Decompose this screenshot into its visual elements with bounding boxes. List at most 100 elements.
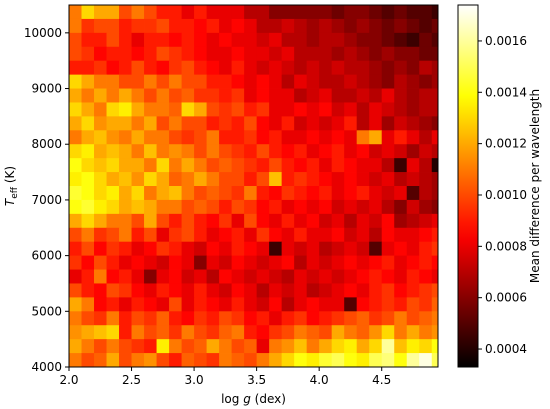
heatmap-cell <box>194 339 207 354</box>
heatmap-cell <box>81 339 95 354</box>
heatmap-cell <box>281 74 295 89</box>
heatmap-cell <box>281 88 295 103</box>
y-axis-label: Teff (K) <box>3 166 20 206</box>
heatmap-cell <box>94 283 107 298</box>
heatmap-cell <box>381 88 395 103</box>
heatmap-cell <box>431 325 439 340</box>
x-tick-label: 2.0 <box>59 373 78 387</box>
heatmap-cell <box>231 46 245 62</box>
heatmap-cell <box>194 269 207 284</box>
heatmap-cell <box>106 186 120 201</box>
heatmap-cell <box>181 283 195 298</box>
heatmap-cell <box>306 32 320 48</box>
heatmap-cell <box>194 5 207 20</box>
heatmap-cell <box>319 32 333 48</box>
heatmap-cell <box>194 255 207 270</box>
heatmap-cell <box>394 186 408 201</box>
heatmap-cell <box>369 283 383 298</box>
heatmap-cell <box>394 74 408 89</box>
heatmap-cell <box>131 297 145 312</box>
heatmap-cell <box>144 5 157 20</box>
heatmap-cell <box>331 297 345 312</box>
heatmap-cell <box>131 88 145 103</box>
heatmap-cell <box>381 241 395 257</box>
heatmap-cell <box>181 144 195 159</box>
heatmap-cell <box>294 5 308 20</box>
heatmap-cell <box>406 116 420 131</box>
heatmap-cell <box>406 5 420 20</box>
heatmap-cell <box>206 46 220 62</box>
heatmap-cell <box>244 186 258 201</box>
heatmap-cell <box>194 172 207 187</box>
heatmap-cell <box>256 186 270 201</box>
heatmap-cell <box>219 269 233 284</box>
heatmap-cell <box>144 283 157 298</box>
heatmap-cell <box>344 88 358 103</box>
heatmap-cell <box>394 269 408 284</box>
heatmap-cell <box>294 88 308 103</box>
heatmap-cell <box>344 339 358 354</box>
heatmap-cell <box>131 311 145 326</box>
heatmap-cell <box>181 74 195 89</box>
heatmap-cell <box>356 172 370 187</box>
heatmap-cell <box>156 172 170 187</box>
heatmap-cell <box>356 241 370 257</box>
heatmap-cell <box>94 325 107 340</box>
heatmap-cell <box>269 213 283 229</box>
heatmap-cell <box>381 102 395 117</box>
heatmap-cell <box>331 269 345 284</box>
heatmap-cell <box>269 353 283 368</box>
heatmap-cell <box>206 5 220 20</box>
heatmap-cell <box>281 116 295 131</box>
heatmap-cell <box>294 172 308 187</box>
heatmap-cell <box>269 311 283 326</box>
heatmap-cell <box>281 32 295 48</box>
heatmap-cell <box>369 241 383 257</box>
heatmap-cell <box>156 88 170 103</box>
heatmap-cell <box>281 5 295 20</box>
heatmap-cell <box>219 199 233 215</box>
heatmap-cell <box>94 172 107 187</box>
heatmap-cell <box>369 158 383 173</box>
heatmap-cell <box>419 144 433 159</box>
heatmap-cell <box>219 213 233 229</box>
heatmap-cell <box>256 116 270 131</box>
heatmap-cell <box>194 144 207 159</box>
heatmap-cell <box>381 339 395 354</box>
heatmap-cell <box>231 130 245 145</box>
y-tick-label: 9000 <box>31 82 62 96</box>
heatmap-cell <box>406 227 420 243</box>
heatmap-cell <box>331 339 345 354</box>
heatmap-cell <box>356 353 370 368</box>
heatmap-cell <box>144 241 157 257</box>
heatmap-cell <box>406 130 420 145</box>
heatmap-cell <box>294 255 308 270</box>
heatmap-cell <box>369 116 383 131</box>
heatmap-cell <box>144 60 157 76</box>
heatmap-cell <box>294 18 308 34</box>
heatmap-cell <box>431 158 439 173</box>
heatmap-cell <box>169 213 182 229</box>
heatmap-cell <box>306 241 320 257</box>
heatmap-cell <box>119 311 132 326</box>
heatmap-cell <box>194 74 207 89</box>
heatmap-cell <box>256 74 270 89</box>
heatmap-cell <box>306 60 320 76</box>
heatmap-cell <box>106 116 120 131</box>
heatmap-cell <box>156 158 170 173</box>
heatmap-cell <box>319 144 333 159</box>
heatmap-cell <box>106 199 120 215</box>
heatmap-cell <box>331 199 345 215</box>
heatmap-cell <box>144 116 157 131</box>
heatmap-cell <box>294 241 308 257</box>
heatmap-cell <box>81 227 95 243</box>
heatmap-cell <box>169 60 182 76</box>
heatmap-cell <box>69 325 82 340</box>
heatmap-cell <box>281 46 295 62</box>
heatmap-cell <box>256 283 270 298</box>
heatmap-cell <box>94 227 107 243</box>
heatmap-cell <box>169 18 182 34</box>
heatmap-cell <box>206 102 220 117</box>
heatmap-cell <box>144 144 157 159</box>
colorbar-tick-label: 0.0016 <box>485 34 527 48</box>
